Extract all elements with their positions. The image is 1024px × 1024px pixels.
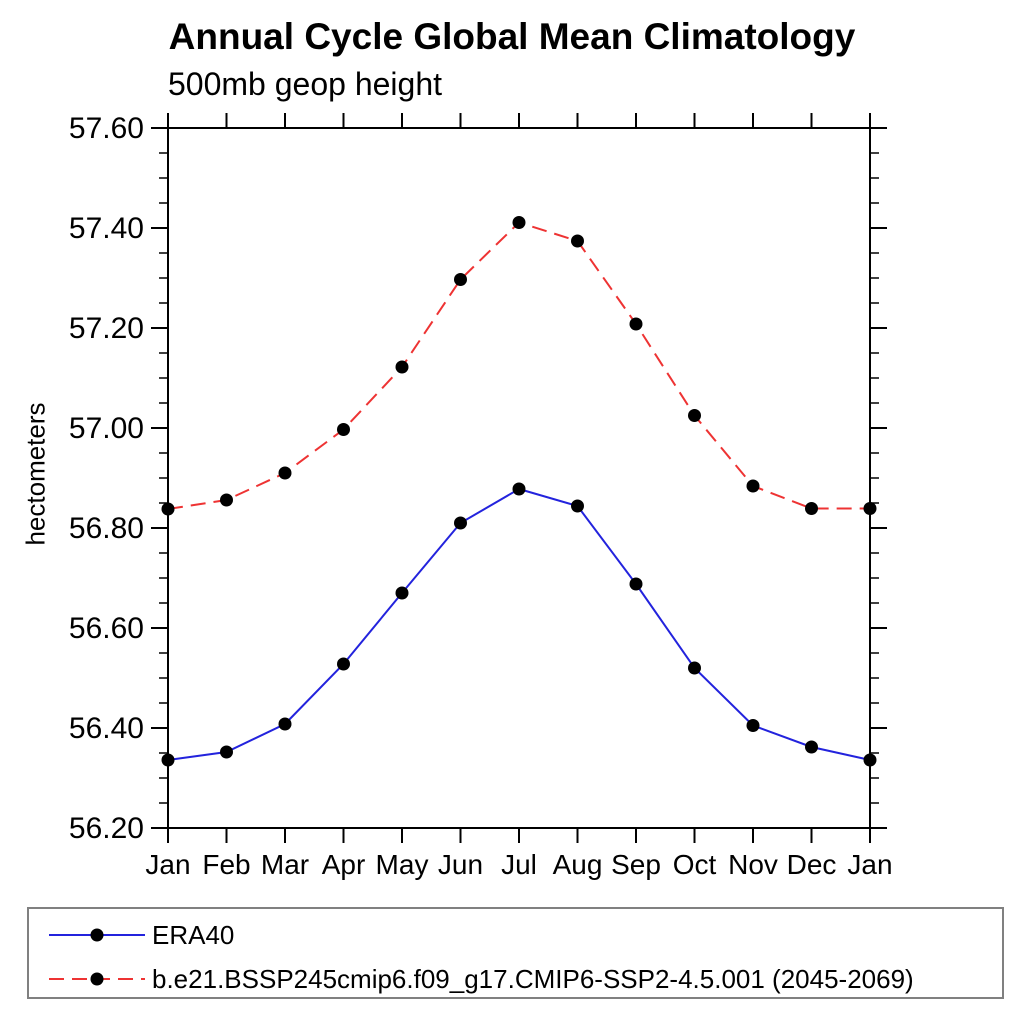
data-point-marker — [688, 661, 701, 675]
x-tick-label: Feb — [202, 849, 250, 880]
x-tick-label: Sep — [611, 849, 661, 880]
x-tick-label: Aug — [553, 849, 603, 880]
series-line-1 — [167, 221, 870, 510]
x-tick-label: Jun — [438, 849, 483, 880]
legend-label-1: b.e21.BSSP245cmip6.f09_g17.CMIP6-SSP2-4.… — [152, 963, 914, 994]
x-tick-label: Jul — [501, 849, 537, 880]
data-point-marker — [337, 423, 350, 436]
x-tick-label: Apr — [322, 849, 366, 880]
chart-subtitle: 500mb geop height — [168, 66, 442, 102]
legend-sample-marker — [90, 928, 104, 942]
data-point-marker — [863, 502, 877, 515]
data-point-marker — [220, 745, 233, 759]
data-point-marker — [629, 317, 643, 331]
data-point-marker — [863, 753, 877, 767]
y-tick-label: 56.20 — [69, 812, 144, 845]
data-point-marker — [805, 502, 818, 515]
y-tick-label: 56.80 — [69, 512, 144, 545]
legend-line-sample-icon — [49, 972, 145, 986]
data-point-marker — [571, 234, 584, 248]
data-point-marker — [629, 577, 643, 591]
x-tick-label: Dec — [787, 849, 837, 880]
x-tick-label: May — [376, 849, 429, 880]
data-point-marker — [746, 479, 760, 493]
plot-frame — [167, 127, 871, 829]
legend-label-0: ERA40 — [152, 919, 235, 950]
data-point-marker — [220, 493, 233, 507]
data-point-marker — [746, 719, 760, 732]
data-point-marker — [395, 360, 409, 374]
y-tick-label: 57.60 — [69, 112, 144, 145]
legend-row-0: ERA40 — [29, 913, 1002, 957]
legend-sample-marker — [90, 972, 104, 986]
data-point-marker — [512, 216, 526, 229]
legend-line-sample-icon — [49, 928, 145, 942]
y-tick-label: 57.00 — [69, 412, 144, 445]
data-point-marker — [161, 753, 175, 767]
data-point-marker — [512, 482, 526, 496]
data-point-marker — [395, 586, 409, 600]
data-point-marker — [278, 466, 292, 480]
y-tick-label: 57.20 — [69, 312, 144, 345]
annual-cycle-plot: 56.20 56.40 56.60 56.80 57.00 57.20 57.40 57.60… — [69, 112, 893, 880]
x-tick-label: Oct — [673, 849, 717, 880]
data-point-marker — [688, 409, 701, 422]
legend-row-1: b.e21.BSSP245cmip6.f09_g17.CMIP6-SSP2-4.… — [29, 957, 1002, 1001]
y-tick-label: 57.40 — [69, 212, 144, 245]
data-point-marker — [454, 273, 467, 286]
x-tick-label: Nov — [728, 849, 778, 880]
series-line-0 — [167, 487, 871, 761]
chart-title: Annual Cycle Global Mean Climatology — [168, 16, 856, 57]
legend-box: ERA40 b.e21.BSSP245cmip6.f09_g17.CMIP6-SS… — [27, 907, 1004, 999]
data-point-marker — [805, 740, 818, 754]
x-tick-label: Jan — [145, 849, 190, 880]
x-tick-label: Jan — [847, 849, 892, 880]
data-point-marker — [161, 502, 175, 516]
data-point-marker — [278, 717, 292, 731]
y-tick-label: 56.60 — [69, 612, 144, 645]
x-tick-label: Mar — [261, 849, 309, 880]
data-point-marker — [571, 499, 584, 513]
y-tick-label: 56.40 — [69, 712, 144, 745]
data-point-marker — [337, 657, 350, 671]
data-point-marker — [454, 516, 467, 530]
